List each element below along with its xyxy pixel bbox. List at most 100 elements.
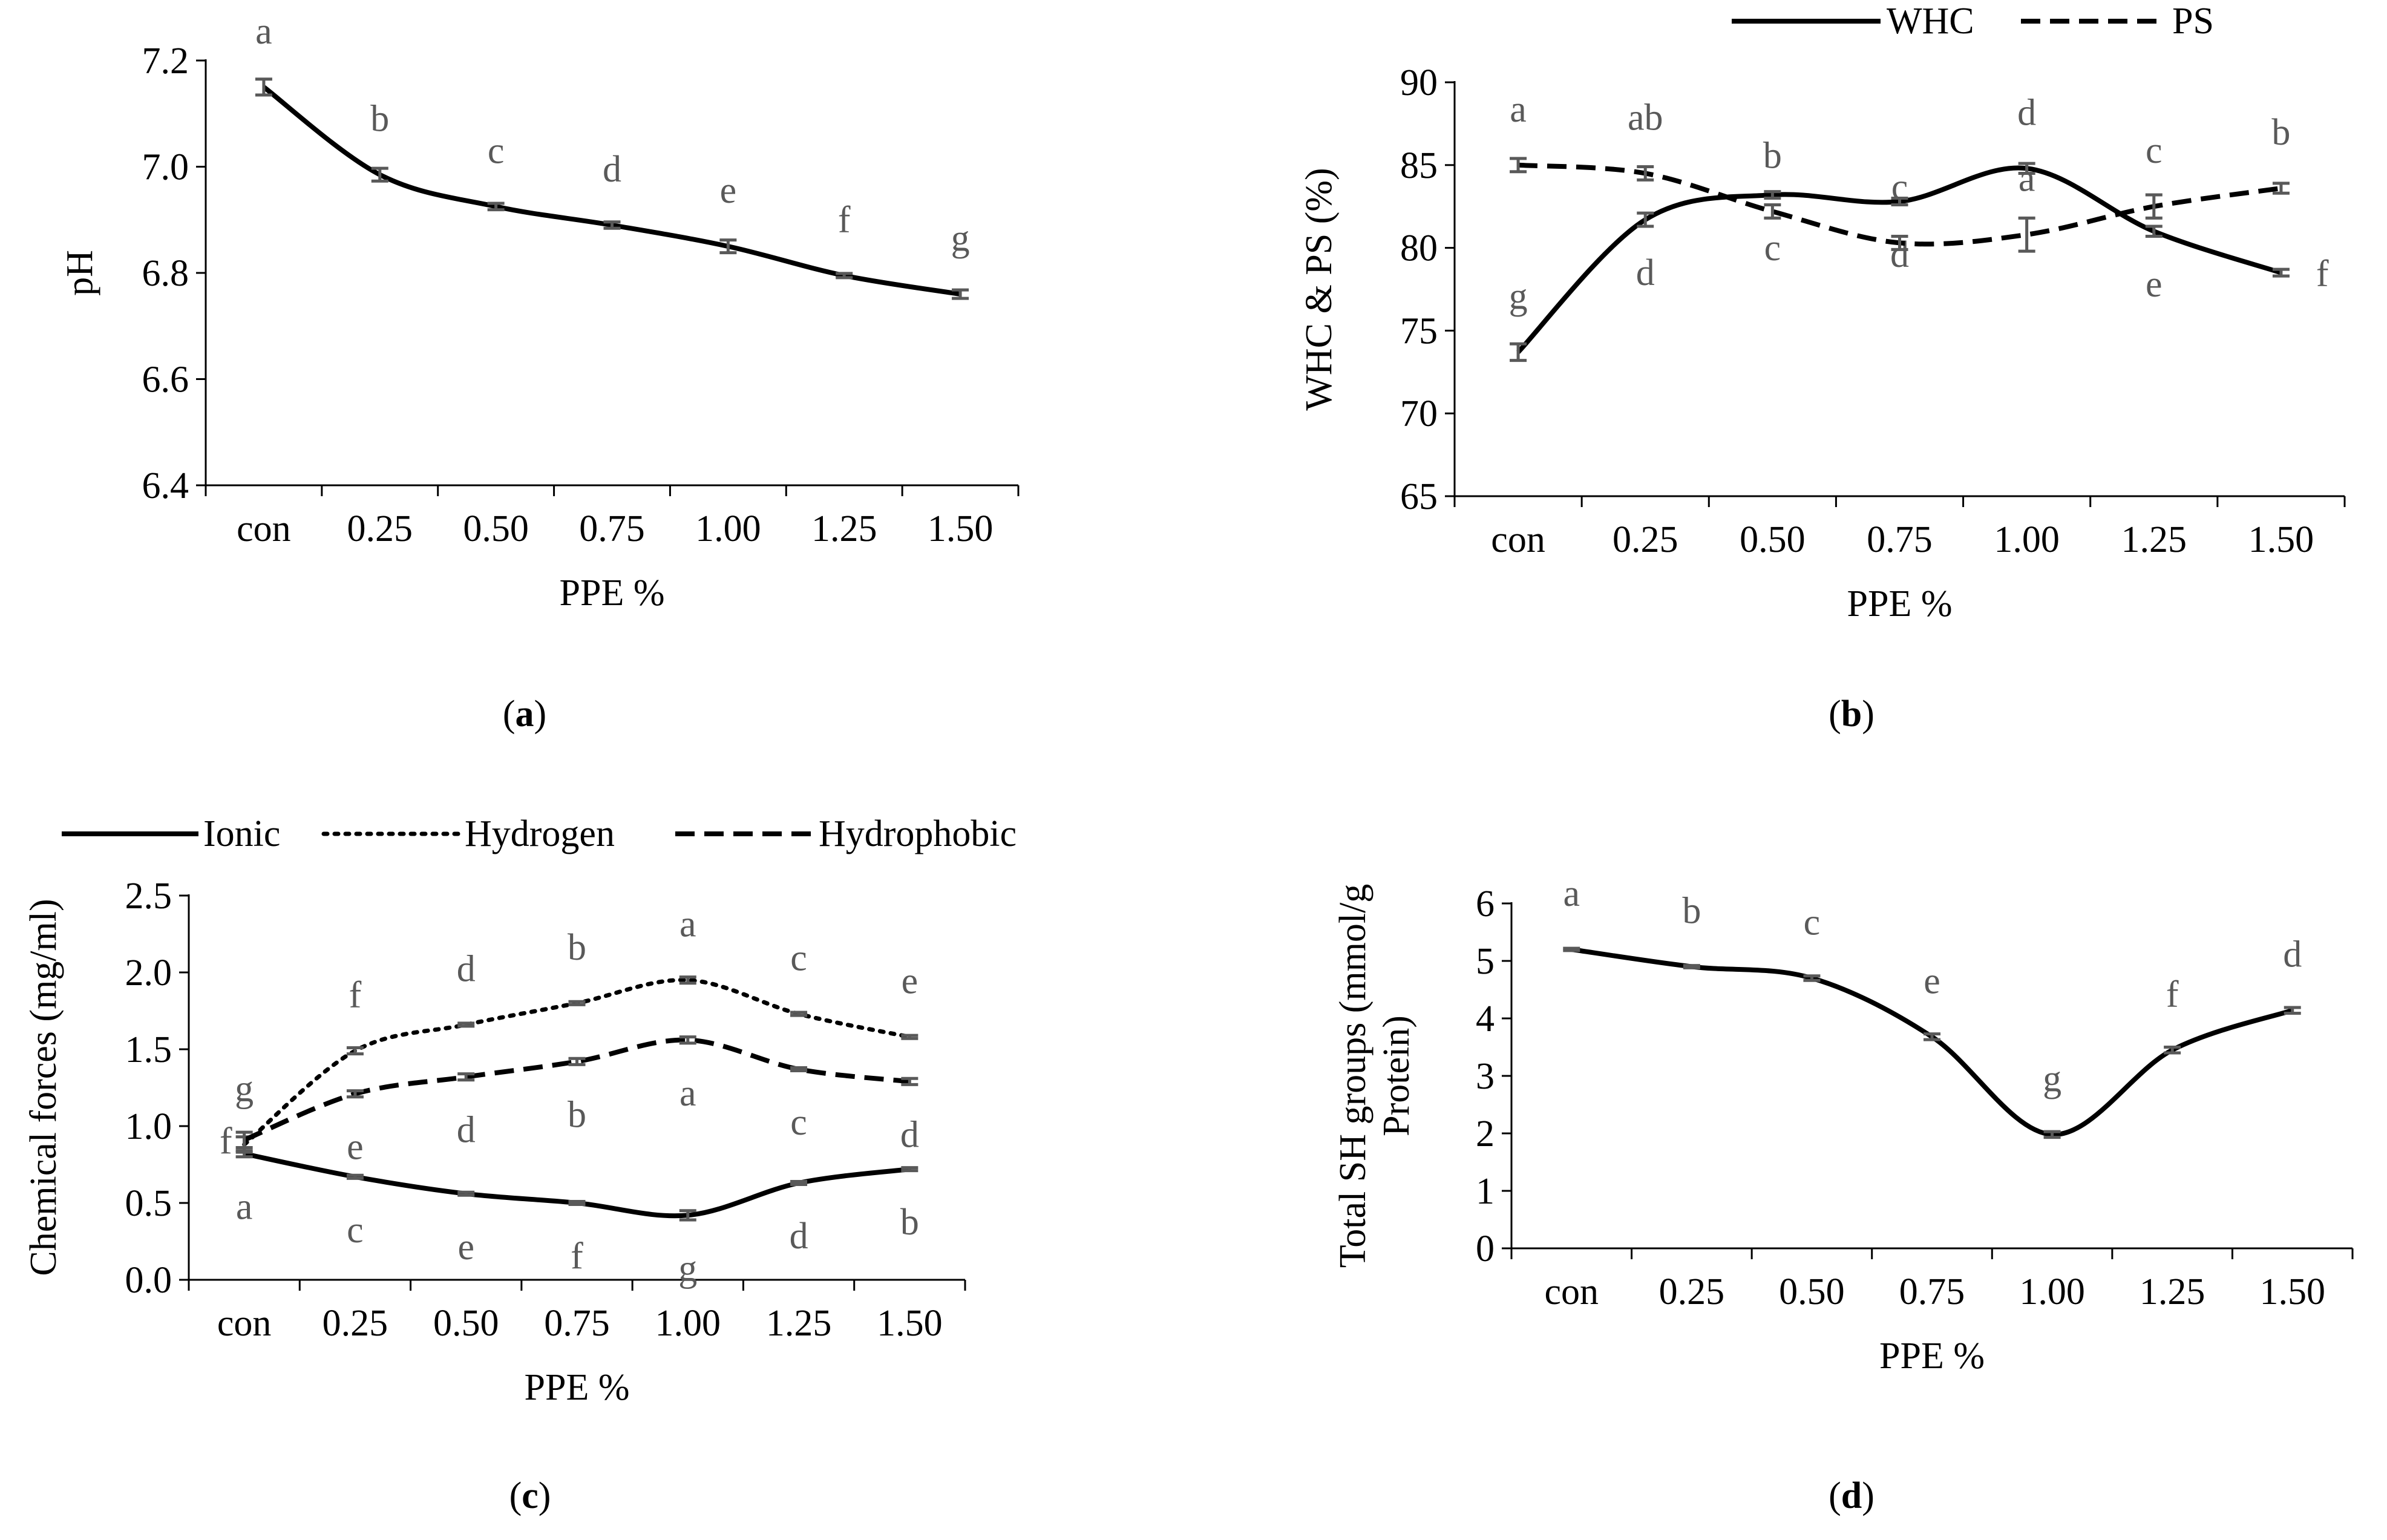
legend-label: PS xyxy=(2172,1,2214,42)
x-tick-label: 1.50 xyxy=(2259,1271,2325,1312)
significance-letter: b xyxy=(568,1094,586,1135)
x-tick-label: 0.75 xyxy=(579,508,645,549)
significance-letter: b xyxy=(1763,135,1782,176)
y-tick-label: 70 xyxy=(1400,393,1438,434)
x-tick-label: 1.25 xyxy=(811,508,877,549)
significance-letter: e xyxy=(1924,960,1940,1001)
significance-letter: b xyxy=(370,99,389,140)
x-tick-label: 0.50 xyxy=(433,1303,499,1344)
error-bar xyxy=(346,1046,364,1056)
x-axis-title: PPE % xyxy=(1879,1335,1985,1377)
error-bar xyxy=(2043,1130,2061,1139)
x-tick-label: 1.50 xyxy=(2248,519,2314,560)
error-bar xyxy=(2272,267,2290,278)
significance-letter: g xyxy=(2043,1058,2061,1099)
error-bar xyxy=(2272,182,2290,195)
error-bar xyxy=(901,1166,918,1173)
series-hydrophobic: f e d b a c d xyxy=(220,1035,919,1168)
series-main: a b c d e f g xyxy=(255,11,970,300)
error-bar xyxy=(2145,193,2163,220)
significance-letter: d xyxy=(457,948,476,989)
y-axis-title: Chemical forces (mg/ml) xyxy=(23,899,64,1276)
significance-letter: c xyxy=(2146,130,2163,171)
x-tick-label: 1.50 xyxy=(928,508,994,549)
significance-letter: f xyxy=(571,1236,583,1277)
significance-letter: f xyxy=(349,975,362,1016)
significance-letter: c xyxy=(790,1102,807,1143)
y-axis-title-line: pH xyxy=(59,250,100,296)
y-tick-label: 0.5 xyxy=(125,1183,172,1224)
significance-letter: e xyxy=(457,1227,474,1268)
error-bar xyxy=(1891,234,1908,251)
error-bar xyxy=(603,220,621,230)
error-bar xyxy=(346,1089,364,1099)
x-axis-title: PPE % xyxy=(560,572,665,614)
significance-letter: g xyxy=(951,218,970,259)
y-tick-label: 90 xyxy=(1400,62,1438,103)
x-tick-label: 1.25 xyxy=(2121,519,2187,560)
series-line xyxy=(262,85,961,297)
y-tick-label: 2.5 xyxy=(125,876,172,917)
series-hydrogen: g f d b a c e xyxy=(235,904,918,1154)
significance-letter: d xyxy=(790,1216,808,1257)
legend-label: Ionic xyxy=(203,813,280,854)
y-tick-label: 65 xyxy=(1400,476,1438,517)
significance-letter: d xyxy=(603,149,621,190)
error-bar xyxy=(2018,216,2035,253)
significance-letter: a xyxy=(1564,873,1580,914)
significance-letter: a xyxy=(236,1187,253,1228)
x-tick-label: con xyxy=(1545,1271,1599,1312)
error-bar xyxy=(2018,162,2035,175)
x-tick-label: 1.50 xyxy=(877,1303,943,1344)
series-ps: a ab b c a c b xyxy=(1510,89,2290,253)
significance-letter: d xyxy=(1636,252,1655,293)
panel-label: (a) xyxy=(503,693,546,735)
significance-letter: c xyxy=(1891,166,1908,208)
significance-letter: a xyxy=(679,904,696,945)
legend-item-ps: PS xyxy=(2021,1,2214,42)
x-tick-label: 0.50 xyxy=(1779,1271,1845,1312)
legend-label: Hydrogen xyxy=(465,813,615,854)
x-tick-label: 1.00 xyxy=(2019,1271,2085,1312)
y-tick-label: 3 xyxy=(1476,1056,1495,1097)
legend-label: Hydrophobic xyxy=(819,813,1017,854)
legend-item-hydrophobic: Hydrophobic xyxy=(675,813,1017,854)
error-bar xyxy=(1803,974,1821,982)
x-tick-label: 0.25 xyxy=(347,508,413,549)
error-bar xyxy=(371,166,388,183)
error-bar xyxy=(346,1173,364,1180)
significance-letter: b xyxy=(2271,112,2290,153)
significance-letter: c xyxy=(1764,228,1781,269)
significance-letter: c xyxy=(790,938,807,979)
error-bar xyxy=(719,238,737,255)
significance-letter: e xyxy=(720,170,737,211)
error-bar xyxy=(2145,224,2163,238)
significance-letter: g xyxy=(678,1248,697,1289)
x-tick-label: 1.00 xyxy=(695,508,761,549)
error-bar xyxy=(790,1011,808,1017)
error-bar xyxy=(679,1035,696,1045)
x-axis-title: PPE % xyxy=(525,1367,630,1408)
y-axis-title-line: WHC & PS (%) xyxy=(1298,168,1340,410)
error-bar xyxy=(1637,165,1654,182)
significance-letter: f xyxy=(220,1121,232,1162)
significance-letter: a xyxy=(255,11,272,52)
error-bar xyxy=(1764,190,1781,200)
error-bar xyxy=(901,1076,918,1086)
error-bar xyxy=(457,1021,475,1028)
error-bar xyxy=(1510,157,1527,174)
error-bar xyxy=(790,1179,808,1187)
x-tick-label: 0.25 xyxy=(323,1303,388,1344)
panel-b-chart: 65 70 75 80 85 90 con 0.25 0.50 0.75 1.00 1.25 1.50 P… xyxy=(1298,1,2346,735)
error-bar xyxy=(568,1057,586,1066)
significance-letter: e xyxy=(2146,264,2163,305)
error-bar xyxy=(255,77,272,97)
significance-letter: g xyxy=(1509,276,1528,317)
y-tick-label: 80 xyxy=(1400,228,1438,269)
significance-letter: g xyxy=(235,1068,254,1109)
y-tick-label: 2.0 xyxy=(125,952,172,994)
panel-c-chart: 0.0 0.5 1.0 1.5 2.0 2.5 con 0.25 0.50 0.75 1.00 1.2… xyxy=(23,813,1017,1516)
x-tick-label: 0.50 xyxy=(1740,519,1806,560)
y-tick-label: 7.2 xyxy=(142,41,189,82)
